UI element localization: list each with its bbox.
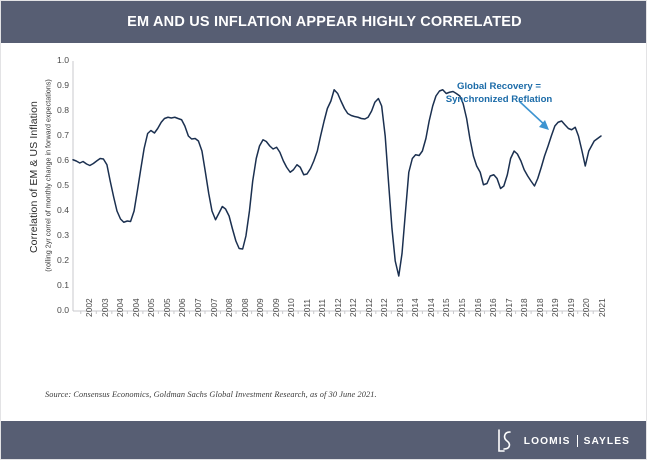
header-bar: [1, 1, 646, 43]
y-axis-tick-label: 0.9: [57, 80, 69, 90]
annotation-line-1: Global Recovery =: [457, 81, 541, 92]
x-axis-tick-label: 2015: [441, 298, 452, 317]
x-axis-tick-label: 2004: [130, 298, 141, 317]
x-axis-tick-label: 2008: [224, 298, 235, 317]
y-axis-tick-label: 0.8: [57, 105, 69, 115]
x-axis-tick-label: 2012: [332, 298, 343, 317]
x-axis-tick-label: 2002: [84, 298, 95, 317]
page-title: EM AND US INFLATION APPEAR HIGHLY CORREL…: [127, 14, 522, 30]
y-axis-tick-label: 0.4: [57, 205, 69, 215]
x-axis-tick-label: 2012: [348, 298, 359, 317]
brand-wordmark: LOOMIS SAYLES: [524, 435, 630, 447]
x-axis-tick-label: 2019: [550, 298, 561, 317]
plot-svg: [72, 61, 602, 314]
ls-monogram-icon: [497, 429, 511, 452]
x-axis-tick-label: 2021: [596, 298, 607, 317]
x-axis-tick-marks: [80, 311, 594, 314]
y-axis-tick-label: 0.5: [57, 180, 69, 190]
x-axis-tick-label: 2014: [410, 298, 421, 317]
x-axis-tick-label: 2003: [99, 298, 110, 317]
data-series-line: [72, 89, 602, 277]
annotation-arrow-icon: [518, 100, 549, 130]
x-axis-tick-label: 2016: [488, 298, 499, 317]
x-axis-tick-label: 2018: [534, 298, 545, 317]
chart-container: Correlation of EM & US Inflation (rollin…: [1, 43, 646, 388]
x-axis-tick-label: 2007: [208, 298, 219, 317]
y-axis-tick-label: 0.7: [57, 130, 69, 140]
y-axis-ticks: 1.0 0.9 0.8 0.7 0.6 0.5 0.4 0.3 0.2 0.1 0.0: [43, 43, 69, 388]
x-axis-tick-label: 2018: [519, 298, 530, 317]
x-axis-tick-label: 2017: [503, 298, 514, 317]
y-axis-tick-label: 0.6: [57, 155, 69, 165]
x-axis-tick-label: 2019: [565, 298, 576, 317]
x-axis-tick-label: 2007: [192, 298, 203, 317]
x-axis-tick-label: 2011: [301, 298, 312, 317]
x-axis-tick-label: 2008: [239, 298, 250, 317]
x-axis-tick-label: 2009: [270, 298, 281, 317]
y-axis-tick-label: 0.0: [57, 305, 69, 315]
x-axis-tick-label: 2014: [425, 298, 436, 317]
x-axis-tick-label: 2012: [363, 298, 374, 317]
x-axis-tick-label: 2016: [472, 298, 483, 317]
x-axis-tick-label: 2012: [379, 298, 390, 317]
footer-bar: LOOMIS SAYLES: [1, 421, 646, 459]
x-axis-tick-label: 2013: [394, 298, 405, 317]
x-axis-tick-label: 2011: [317, 298, 328, 317]
x-axis-tick-label: 2020: [581, 298, 592, 317]
brand-word-loomis: LOOMIS: [523, 435, 571, 447]
x-axis-tick-label: 2015: [456, 298, 467, 317]
x-axis-tick-label: 2009: [255, 298, 266, 317]
source-note: Source: Consensus Economics, Goldman Sac…: [45, 390, 377, 399]
x-axis-tick-label: 2005: [161, 298, 172, 317]
y-axis-tick-label: 1.0: [57, 55, 69, 65]
brand-logo: LOOMIS SAYLES: [495, 429, 630, 453]
x-axis-tick-label: 2006: [177, 298, 188, 317]
x-axis-tick-label: 2005: [146, 298, 157, 317]
y-axis-tick-label: 0.2: [57, 255, 69, 265]
chart-annotation: Global Recovery = Synchronized Reflation: [399, 81, 599, 106]
brand-divider: [576, 435, 578, 447]
x-axis-tick-label: 2004: [115, 298, 126, 317]
y-axis-tick-label: 0.3: [57, 230, 69, 240]
x-axis-tick-label: 2010: [286, 298, 297, 317]
brand-word-sayles: SAYLES: [583, 435, 630, 447]
y-axis-tick-label: 0.1: [57, 280, 69, 290]
annotation-line-2: Synchronized Reflation: [445, 93, 553, 105]
